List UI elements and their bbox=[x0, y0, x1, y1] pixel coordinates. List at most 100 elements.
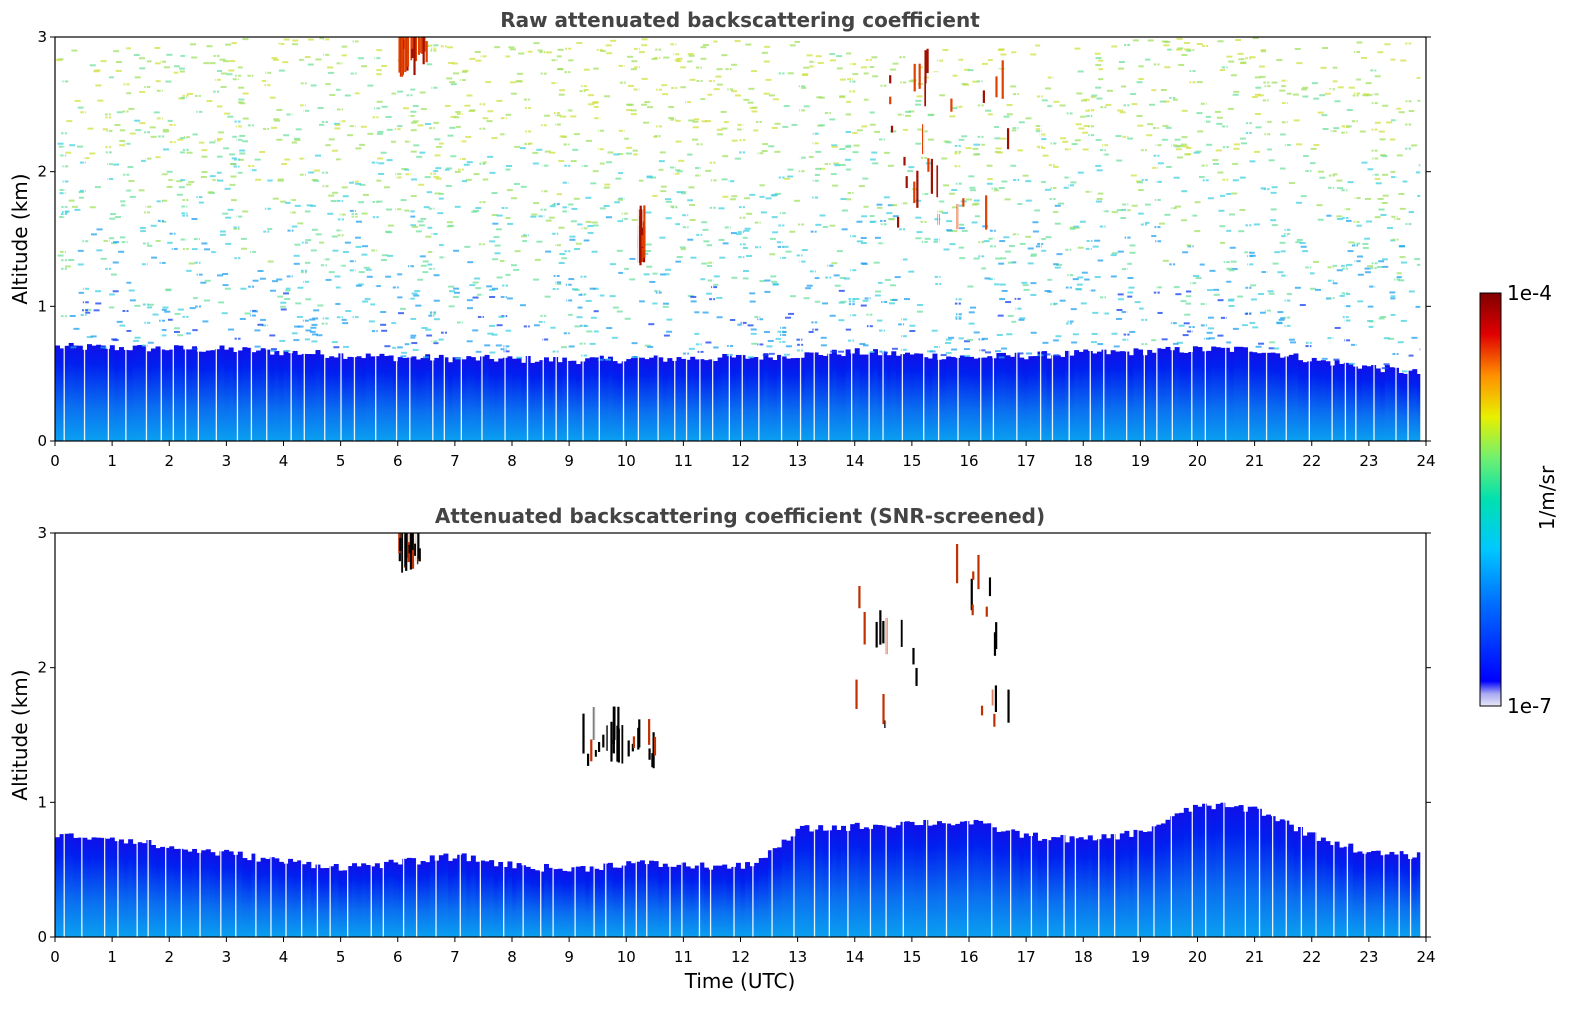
noise-speck bbox=[219, 233, 226, 236]
noise-speck bbox=[1389, 138, 1396, 141]
noise-speck bbox=[1171, 98, 1178, 101]
noise-speck bbox=[271, 126, 278, 129]
noise-speck bbox=[618, 271, 625, 274]
noise-speck bbox=[454, 205, 461, 208]
noise-speck bbox=[610, 39, 617, 42]
noise-speck bbox=[1225, 280, 1232, 283]
noise-speck bbox=[979, 267, 986, 270]
noise-speck bbox=[573, 197, 580, 200]
noise-speck bbox=[274, 119, 281, 122]
bl-column bbox=[745, 358, 751, 441]
bl-column bbox=[946, 356, 952, 441]
noise-speck bbox=[845, 131, 852, 134]
bl-column bbox=[585, 358, 591, 441]
noise-speck bbox=[331, 235, 338, 238]
noise-speck bbox=[94, 69, 101, 72]
noise-speck bbox=[1184, 42, 1191, 45]
noise-speck bbox=[59, 189, 66, 192]
noise-speck bbox=[1117, 293, 1124, 296]
noise-speck bbox=[62, 165, 69, 168]
noise-speck bbox=[686, 153, 693, 156]
bl-column bbox=[438, 354, 444, 441]
snr-screened-panel: Attenuated backscattering coefficient (S… bbox=[8, 504, 1436, 993]
noise-speck bbox=[285, 289, 292, 292]
x-tick-label: 0 bbox=[50, 948, 60, 966]
noise-speck bbox=[711, 286, 718, 289]
bl-column bbox=[228, 851, 234, 937]
noise-speck bbox=[743, 229, 750, 232]
bl-column bbox=[484, 354, 490, 441]
noise-speck bbox=[299, 58, 306, 61]
no-data-area bbox=[1420, 533, 1426, 937]
noise-speck bbox=[1312, 260, 1319, 263]
bl-column bbox=[585, 871, 591, 937]
noise-speck bbox=[408, 210, 415, 213]
noise-speck bbox=[770, 275, 777, 278]
bl-column bbox=[1064, 350, 1070, 441]
data-gap bbox=[1030, 533, 1033, 937]
bl-column bbox=[1339, 363, 1345, 441]
data-gap bbox=[657, 37, 659, 441]
noise-speck bbox=[1381, 202, 1388, 205]
noise-speck bbox=[1094, 239, 1101, 242]
noise-speck bbox=[1337, 86, 1344, 89]
bl-column bbox=[831, 825, 837, 937]
bl-column bbox=[1119, 833, 1125, 937]
noise-speck bbox=[1134, 301, 1141, 304]
noise-speck bbox=[531, 213, 538, 216]
noise-speck bbox=[349, 125, 356, 128]
noise-speck bbox=[597, 129, 604, 132]
noise-speck bbox=[464, 104, 471, 107]
noise-speck bbox=[239, 149, 246, 152]
noise-speck bbox=[293, 254, 300, 257]
noise-speck bbox=[1355, 224, 1362, 227]
noise-speck bbox=[280, 301, 287, 304]
noise-speck bbox=[1238, 230, 1245, 233]
noise-speck bbox=[1126, 137, 1133, 140]
noise-speck bbox=[1331, 282, 1338, 285]
noise-speck bbox=[1250, 284, 1257, 287]
noise-speck bbox=[720, 110, 727, 113]
noise-speck bbox=[504, 168, 511, 171]
noise-speck bbox=[371, 161, 378, 164]
bl-column bbox=[1106, 354, 1112, 441]
bl-column bbox=[1380, 372, 1386, 441]
noise-speck bbox=[1398, 111, 1405, 114]
noise-speck bbox=[972, 80, 979, 83]
noise-speck bbox=[949, 115, 956, 118]
noise-speck bbox=[850, 63, 857, 66]
noise-speck bbox=[418, 224, 425, 227]
noise-speck bbox=[496, 99, 503, 102]
noise-speck bbox=[1302, 95, 1309, 98]
noise-speck bbox=[768, 352, 775, 355]
noise-speck bbox=[1084, 278, 1091, 281]
noise-speck bbox=[1006, 333, 1013, 336]
noise-speck bbox=[648, 323, 655, 326]
noise-speck bbox=[921, 240, 928, 243]
bl-column bbox=[699, 359, 705, 441]
noise-speck bbox=[973, 257, 980, 260]
noise-speck bbox=[609, 295, 616, 298]
noise-speck bbox=[1166, 165, 1173, 168]
noise-speck bbox=[1039, 238, 1046, 241]
noise-speck bbox=[1014, 297, 1021, 300]
noise-speck bbox=[666, 200, 673, 203]
cloud-streak bbox=[995, 76, 998, 98]
noise-speck bbox=[820, 344, 827, 347]
bl-column bbox=[59, 348, 65, 441]
bl-column bbox=[73, 345, 79, 441]
noise-speck bbox=[890, 130, 897, 133]
noise-speck bbox=[767, 339, 774, 342]
noise-speck bbox=[1136, 181, 1143, 184]
noise-speck bbox=[230, 163, 237, 166]
noise-speck bbox=[473, 173, 480, 176]
noise-speck bbox=[362, 300, 369, 303]
noise-speck bbox=[472, 296, 479, 299]
noise-speck bbox=[660, 273, 667, 276]
bl-column bbox=[1206, 350, 1212, 441]
noise-speck bbox=[796, 349, 803, 352]
noise-speck bbox=[176, 193, 183, 196]
noise-speck bbox=[887, 164, 894, 167]
noise-speck bbox=[514, 145, 521, 148]
noise-speck bbox=[428, 207, 435, 210]
